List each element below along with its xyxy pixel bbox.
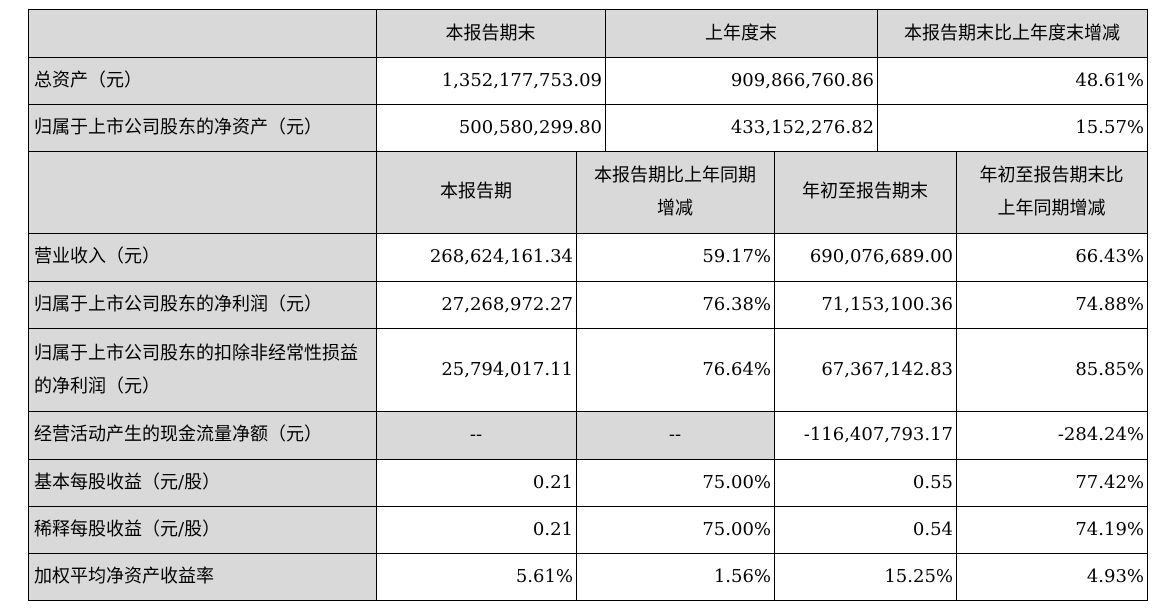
table2-row-value: 0.21 bbox=[532, 518, 573, 540]
header-line: 增减 bbox=[657, 198, 693, 219]
grid-line bbox=[28, 151, 1148, 152]
grid-line bbox=[376, 9, 377, 601]
table2-row-value: 76.64% bbox=[702, 358, 771, 380]
table2-row-value: 0.54 bbox=[912, 518, 953, 540]
table2-row-label: 加权平均净资产收益率 bbox=[29, 553, 376, 600]
table1-row-value: 15.57% bbox=[1075, 116, 1144, 138]
table1-row-value: 909,866,760.86 bbox=[730, 69, 874, 91]
table2-row-label: 稀释每股收益（元/股） bbox=[29, 506, 376, 553]
header-line: 本报告期比上年同期 bbox=[594, 165, 756, 186]
table2-header-col4: 年初至报告期末比 上年同期增减 bbox=[956, 151, 1147, 233]
grid-line bbox=[28, 459, 1148, 460]
table2-row-value: 75.00% bbox=[702, 518, 771, 540]
grid-line bbox=[28, 506, 1148, 507]
grid-line bbox=[28, 600, 1148, 601]
table1-header-col2: 上年度末 bbox=[605, 10, 877, 57]
grid-line bbox=[1147, 9, 1148, 601]
table2-row-value: 66.43% bbox=[1075, 246, 1144, 267]
table2-header-col2: 本报告期比上年同期 增减 bbox=[576, 151, 774, 233]
table2-row-value: -284.24% bbox=[1057, 424, 1144, 445]
grid-line bbox=[28, 104, 1148, 105]
table1-header-col3: 本报告期末比上年度末增减 bbox=[877, 10, 1147, 57]
grid-line bbox=[28, 233, 1148, 234]
table2-row-value: 76.38% bbox=[702, 293, 771, 315]
table2-row-value: 690,076,689.00 bbox=[809, 246, 953, 267]
header-line: 本报告期 bbox=[440, 181, 512, 202]
table1-row-label: 总资产（元） bbox=[29, 57, 376, 104]
table1-row-value: 48.61% bbox=[1075, 69, 1144, 91]
table1-row-value: 500,580,299.80 bbox=[458, 116, 602, 138]
table2-header-col1: 本报告期 bbox=[376, 151, 576, 233]
grid-line bbox=[28, 553, 1148, 554]
table2-row-value: 71,153,100.36 bbox=[821, 293, 953, 315]
table2-row-value: 75.00% bbox=[702, 471, 771, 493]
table2-row-value: 268,624,161.34 bbox=[429, 246, 573, 267]
table2-header-blank bbox=[29, 151, 376, 233]
table2-row-value: -- bbox=[376, 411, 576, 459]
grid-line bbox=[774, 151, 775, 601]
grid-line bbox=[956, 151, 957, 601]
table2-row-label: 基本每股收益（元/股） bbox=[29, 459, 376, 506]
grid-line bbox=[28, 281, 1148, 282]
table2-row-value: 4.93% bbox=[1086, 565, 1144, 587]
table2-row-value: -- bbox=[576, 411, 774, 459]
table1-row-value: 433,152,276.82 bbox=[730, 116, 874, 138]
table2-row-value: 27,268,972.27 bbox=[441, 293, 573, 315]
table2-row-value: 67,367,142.83 bbox=[821, 358, 953, 380]
table2-row-value: 5.61% bbox=[515, 565, 573, 587]
table2-row-value: 74.19% bbox=[1075, 518, 1144, 540]
table2-row-value: 15.25% bbox=[884, 565, 953, 587]
table2-row-value: 1.56% bbox=[713, 565, 771, 587]
table1-header-col1: 本报告期末 bbox=[376, 10, 605, 57]
table2-row-label: 营业收入（元） bbox=[29, 233, 376, 281]
grid-line bbox=[576, 151, 577, 601]
header-line: 上年同期增减 bbox=[997, 198, 1106, 219]
grid-line bbox=[28, 411, 1148, 412]
grid-line bbox=[28, 328, 1148, 329]
table2-row-label: 归属于上市公司股东的净利润（元） bbox=[29, 281, 376, 328]
table1-row-value: 1,352,177,753.09 bbox=[441, 69, 602, 91]
grid-line bbox=[28, 57, 1148, 58]
table2-row-value: 59.17% bbox=[702, 246, 771, 267]
table1-row-label: 归属于上市公司股东的净资产（元） bbox=[29, 104, 376, 151]
table2-row-label: 归属于上市公司股东的扣除非经常性损益的净利润（元） bbox=[29, 328, 376, 411]
grid-line bbox=[28, 9, 1148, 10]
table2-row-value: 85.85% bbox=[1075, 358, 1144, 380]
table2-row-value: 77.42% bbox=[1075, 471, 1144, 493]
grid-line bbox=[28, 9, 29, 601]
table2-row-value: -116,407,793.17 bbox=[803, 424, 953, 445]
table2-row-value: 25,794,017.11 bbox=[441, 358, 573, 380]
table2-row-label: 经营活动产生的现金流量净额（元） bbox=[29, 411, 376, 459]
table2-row-value: 0.21 bbox=[532, 471, 573, 493]
table1-header-blank bbox=[29, 10, 376, 57]
grid-line bbox=[877, 9, 878, 151]
grid-line bbox=[605, 9, 606, 151]
header-line: 年初至报告期末比 bbox=[979, 165, 1124, 186]
table2-row-value: 0.55 bbox=[912, 471, 953, 493]
table2-row-value: 74.88% bbox=[1075, 293, 1144, 315]
header-line: 年初至报告期末 bbox=[802, 181, 928, 202]
table2-header-col3: 年初至报告期末 bbox=[774, 151, 956, 233]
